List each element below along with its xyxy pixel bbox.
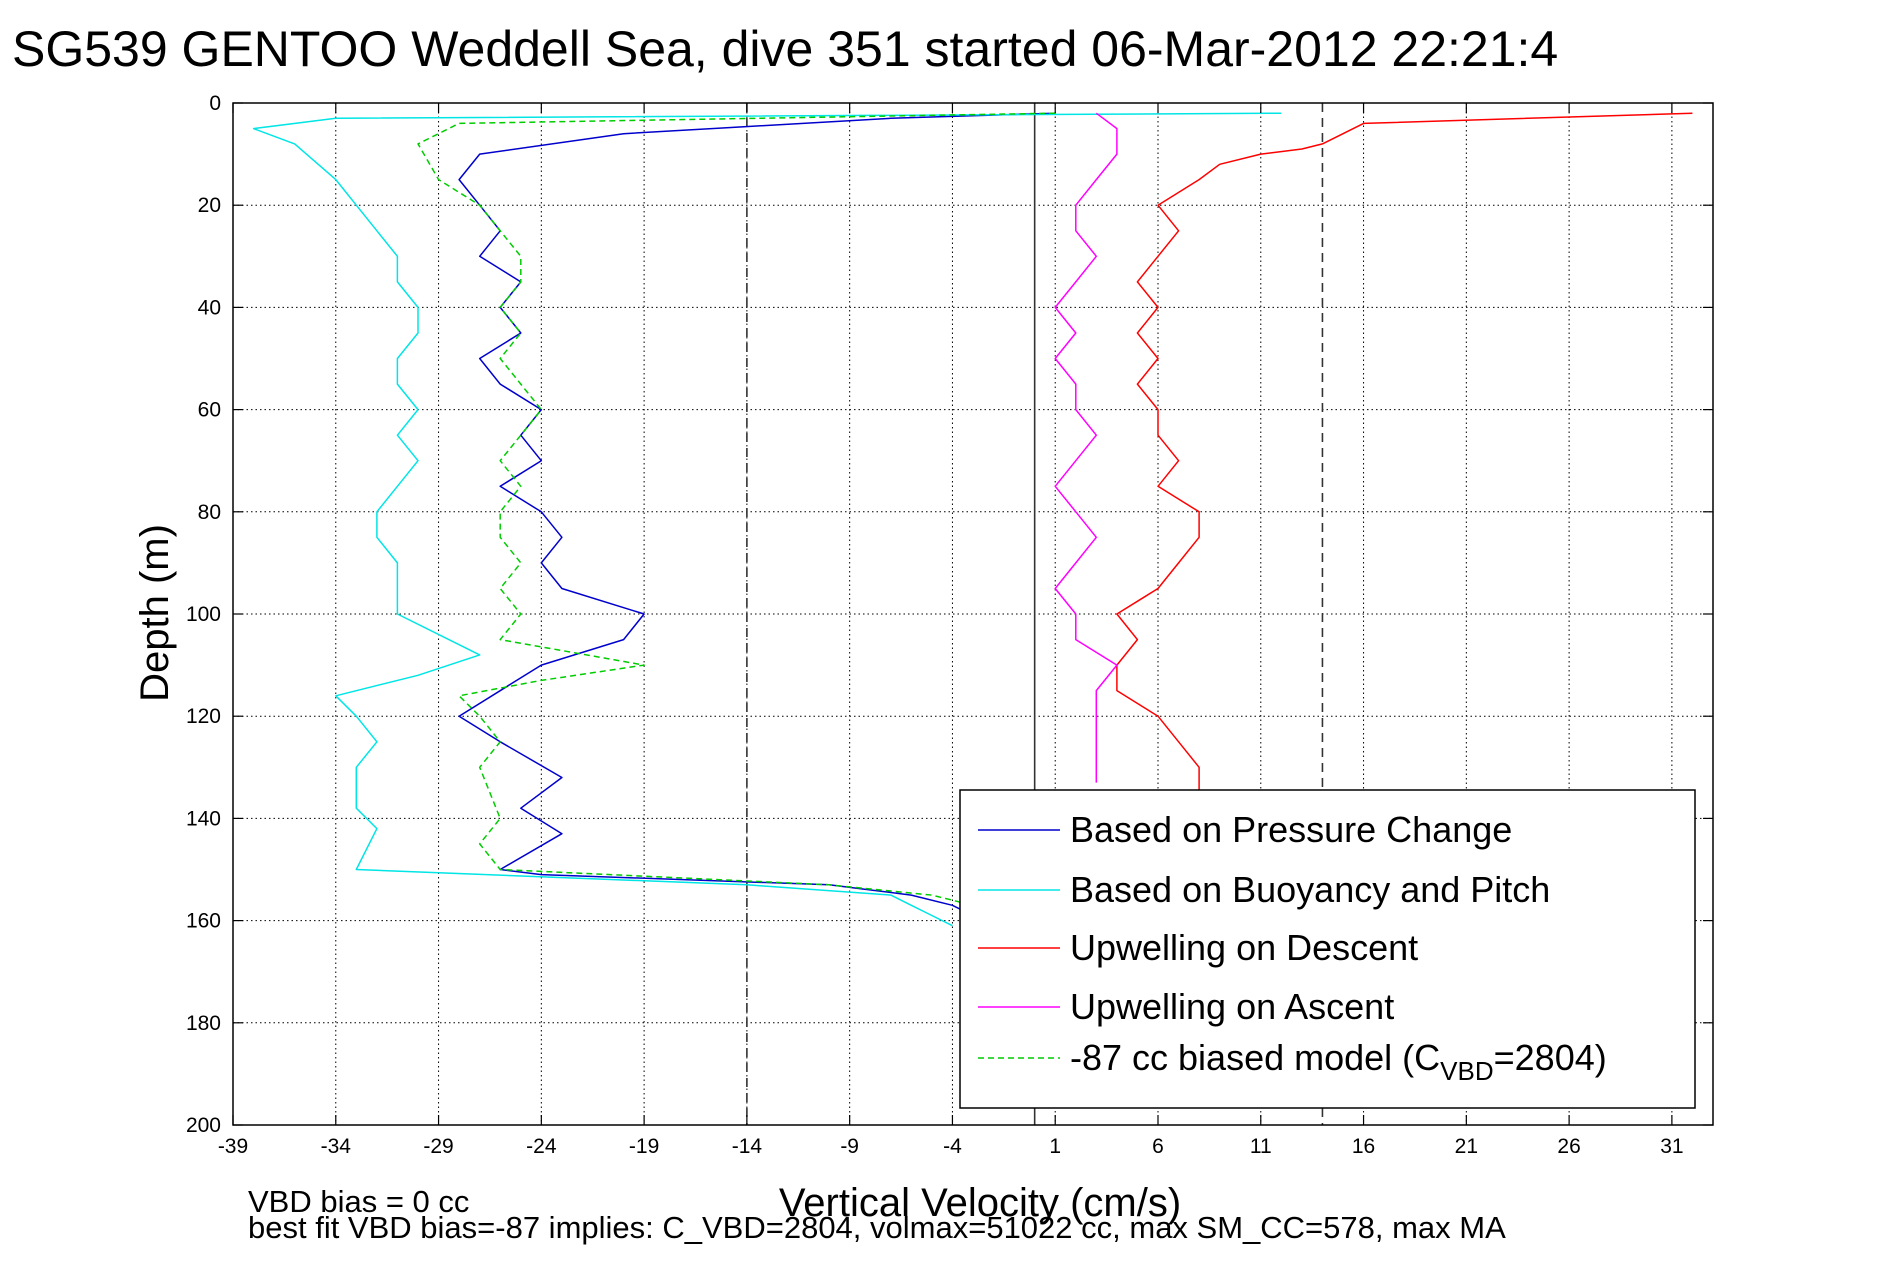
best-fit-note: best fit VBD bias=-87 implies: C_VBD=280… (248, 1210, 1506, 1245)
legend-label-0: Based on Pressure Change (1070, 809, 1512, 850)
legend-label-3: Upwelling on Ascent (1070, 986, 1394, 1027)
series-line-4 (417, 112, 1056, 907)
x-tick-label-9: 6 (1152, 1135, 1164, 1158)
series-line-2 (1116, 112, 1693, 793)
y-tick-label-4: 80 (198, 501, 221, 524)
x-tick-label-10: 11 (1250, 1135, 1272, 1158)
y-tick-label-5: 100 (186, 603, 221, 626)
legend-box (959, 789, 1696, 1109)
x-tick-label-0: -39 (218, 1135, 248, 1158)
x-tick-label-2: -29 (423, 1135, 453, 1158)
x-axis-ticks: -39 -34 -29 -24 -19 -14 -9 -4 1 6 11 16 21 26 31 (218, 103, 1684, 1158)
x-tick-label-14: 31 (1660, 1135, 1683, 1158)
legend-label-1: Based on Buoyancy and Pitch (1070, 869, 1550, 910)
x-tick-label-12: 21 (1455, 1135, 1478, 1158)
data-series (252, 112, 1693, 927)
y-tick-label-9: 180 (186, 1012, 221, 1035)
legend-label-2: Upwelling on Descent (1070, 927, 1418, 968)
y-axis-label: Depth (m) (133, 524, 177, 702)
x-tick-label-3: -24 (526, 1135, 557, 1158)
y-axis-ticks: 0 20 40 60 80 100 120 140 160 180 200 (186, 92, 1713, 1137)
x-tick-label-7: -4 (943, 1135, 962, 1158)
x-tick-label-4: -19 (629, 1135, 659, 1158)
x-tick-label-5: -14 (732, 1135, 763, 1158)
x-tick-label-13: 26 (1557, 1135, 1580, 1158)
x-tick-label-8: 1 (1049, 1135, 1061, 1158)
x-tick-label-1: -34 (321, 1135, 352, 1158)
y-tick-label-10: 200 (186, 1114, 221, 1137)
y-tick-label-3: 60 (198, 399, 221, 422)
series-line-1 (252, 112, 1282, 927)
y-tick-label-6: 120 (186, 705, 221, 728)
y-tick-label-7: 140 (186, 807, 221, 830)
x-tick-label-11: 16 (1352, 1135, 1375, 1158)
chart-title: SG539 GENTOO Weddell Sea, dive 351 start… (12, 21, 1558, 77)
y-tick-label-2: 40 (198, 296, 221, 319)
y-tick-label-1: 20 (198, 194, 221, 217)
x-axis-label: Vertical Velocity (cm/s) (779, 1181, 1181, 1225)
legend: Based on Pressure Change Based on Buoyanc… (959, 789, 1696, 1109)
x-tick-label-6: -9 (840, 1135, 859, 1158)
y-tick-label-8: 160 (186, 910, 221, 933)
vbd-bias-note: VBD bias = 0 cc (248, 1184, 469, 1219)
y-tick-label-0: 0 (209, 92, 221, 115)
legend-label-4: -87 cc biased model (CVBD=2804) (1070, 1037, 1607, 1086)
series-line-3 (1054, 112, 1118, 783)
